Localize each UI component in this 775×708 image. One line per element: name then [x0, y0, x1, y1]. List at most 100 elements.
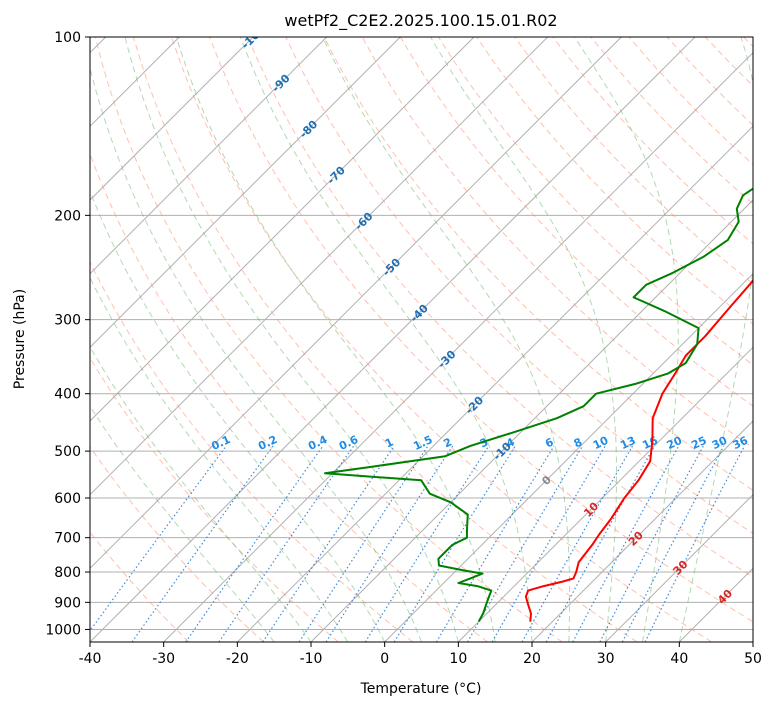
isotherm-gridline — [236, 125, 753, 642]
x-tick-label: 50 — [744, 651, 762, 667]
isotherm-gridline — [90, 37, 622, 570]
dry-adiabat — [323, 37, 753, 491]
mixing-ratio-line — [298, 445, 429, 642]
x-tick-label: -30 — [152, 651, 175, 667]
mixing-ratio-label: 13 — [618, 434, 637, 452]
y-tick-label: 200 — [54, 208, 81, 224]
isotherm-gridline — [90, 37, 696, 642]
moist-adiabat — [574, 37, 679, 642]
y-tick-label: 700 — [54, 531, 81, 547]
isotherm-gridline — [457, 346, 753, 642]
moist-adiabat — [90, 405, 275, 642]
dry-adiabat — [476, 37, 753, 325]
y-tick-label: 1000 — [45, 622, 81, 638]
dry-adiabat — [171, 37, 712, 642]
moist-adiabat — [90, 189, 386, 642]
x-tick-label: 10 — [449, 651, 467, 667]
mixing-ratio-label: 10 — [591, 434, 611, 452]
isotherm-gridline — [90, 37, 475, 422]
dry-adiabat — [94, 37, 563, 642]
isotherm-gridline — [90, 37, 254, 201]
plot-area: 0.1 0.2 0.4 0.6 1 1.5 2 3 4 6 8 10 13 16 20 25 30 36-100-… — [90, 37, 753, 642]
mixing-ratio-label: 16 — [640, 434, 660, 452]
y-tick-label: 400 — [54, 387, 81, 403]
mixing-ratio-line — [621, 445, 725, 642]
y-tick-label: 800 — [54, 565, 81, 581]
moist-adiabat — [90, 276, 349, 642]
y-tick-label: 900 — [54, 595, 81, 611]
dry-adiabat — [704, 37, 753, 87]
y-tick-label: 100 — [54, 30, 81, 46]
isotherm-gridline — [90, 37, 328, 275]
moist-adiabat — [678, 37, 753, 642]
mixing-ratio-line — [521, 445, 634, 642]
mixing-ratio-line — [393, 445, 516, 642]
y-tick-label: 300 — [54, 313, 81, 329]
mixing-ratio-label: 8 — [572, 435, 584, 450]
dry-adiabat — [209, 37, 753, 623]
moist-adiabat — [322, 37, 571, 642]
dewpoint-profile-line — [324, 187, 753, 623]
isotherm-gridline — [752, 641, 753, 642]
dry-adiabat — [514, 37, 753, 285]
x-axis-label: Temperature (°C) — [360, 681, 482, 697]
mixing-ratio-line — [185, 445, 324, 642]
mixing-ratio-label: 30 — [710, 434, 730, 452]
dry-adiabat — [666, 37, 753, 126]
isotherm-gridline — [90, 37, 401, 349]
mixing-ratio-line — [644, 445, 746, 642]
mixing-ratio-line — [218, 445, 355, 642]
dry-adiabat — [247, 37, 753, 578]
dry-adiabat — [90, 446, 264, 642]
y-tick-label: 600 — [54, 491, 81, 507]
mixing-ratio-line — [90, 445, 227, 632]
dry-adiabat — [743, 37, 753, 48]
isotherm-label: 0 — [539, 473, 554, 488]
chart-title: wetPf2_C2E2.2025.100.15.01.R02 — [284, 11, 557, 31]
mixing-ratio-label: 0.4 — [306, 433, 329, 453]
mixing-ratio-label: 0.6 — [337, 433, 360, 453]
mixing-ratio-label: 1 — [383, 435, 395, 450]
x-tick-label: -40 — [79, 651, 102, 667]
mixing-ratio-line — [131, 445, 274, 642]
isotherm-gridline — [678, 567, 753, 642]
isotherm-gridline — [605, 493, 753, 642]
isotherm-gridline — [90, 37, 549, 496]
moist-adiabat — [90, 345, 312, 642]
x-tick-label: -10 — [300, 651, 323, 667]
y-tick-label: 500 — [54, 444, 81, 460]
mixing-ratio-line — [572, 445, 680, 642]
x-tick-label: 40 — [670, 651, 688, 667]
dry-adiabat — [90, 260, 414, 642]
mixing-ratio-line — [262, 445, 395, 642]
moist-adiabat — [430, 37, 617, 642]
y-axis-label: Pressure (hPa) — [12, 289, 28, 389]
temperature-profile-line — [524, 278, 753, 622]
mixing-ratio-label: 20 — [665, 434, 685, 452]
dry-adiabat — [90, 356, 339, 642]
dry-adiabat — [590, 37, 753, 205]
dry-adiabat — [285, 37, 753, 535]
dry-adiabat — [90, 531, 190, 642]
mixing-ratio-line — [599, 445, 704, 642]
mixing-ratio-label: 36 — [731, 434, 751, 452]
isotherm-gridline — [310, 199, 753, 642]
moist-adiabat — [239, 37, 533, 642]
isotherm-label: -90 — [269, 71, 292, 94]
moist-adiabat — [90, 65, 422, 642]
dry-adiabat — [90, 152, 488, 642]
mixing-ratio-line — [435, 445, 555, 642]
x-tick-label: 30 — [597, 651, 615, 667]
mixing-ratio-label: 0.2 — [256, 433, 279, 453]
x-tick-label: 20 — [523, 651, 541, 667]
mixing-ratio-line — [364, 445, 490, 642]
isotherm-gridline — [531, 420, 753, 642]
moist-adiabat — [124, 37, 459, 642]
mixing-ratio-line — [466, 445, 584, 642]
mixing-ratio-label: 0.1 — [209, 433, 232, 453]
dry-adiabat — [132, 37, 638, 642]
axis-ticks: -40 -30 -20 -10 0 10 20 30 40 5010020030040050060… — [45, 30, 762, 667]
x-tick-label: 0 — [380, 651, 389, 667]
isotherm-gridline — [384, 272, 753, 642]
